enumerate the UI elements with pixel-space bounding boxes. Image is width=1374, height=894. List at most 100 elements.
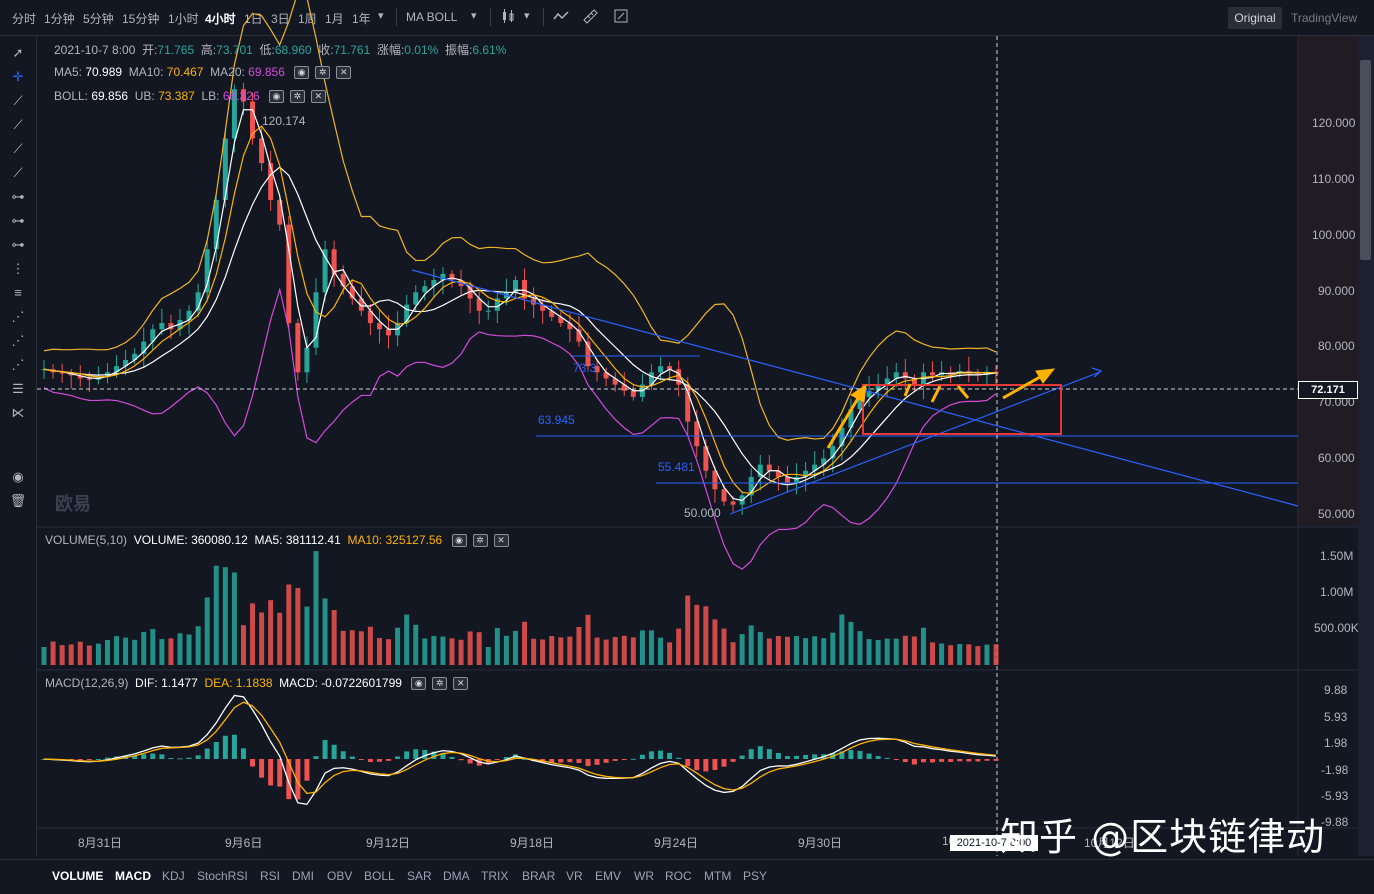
tab-mtm[interactable]: MTM bbox=[704, 869, 732, 883]
line-chart-icon[interactable] bbox=[553, 8, 569, 27]
tab-roc[interactable]: ROC bbox=[665, 869, 692, 883]
candle-body bbox=[540, 304, 546, 311]
macd-histogram-bar bbox=[222, 735, 228, 759]
eye-icon[interactable]: ◉ bbox=[12, 469, 24, 484]
fib-icon[interactable]: ≡ bbox=[14, 285, 22, 300]
trash-icon[interactable]: 🗑 bbox=[9, 493, 27, 508]
interval-1h[interactable]: 1小时 bbox=[168, 12, 199, 26]
ruler-icon[interactable] bbox=[582, 8, 598, 27]
tab-volume[interactable]: VOLUME bbox=[52, 869, 104, 883]
tab-emv[interactable]: EMV bbox=[595, 869, 622, 883]
candle-body bbox=[839, 427, 845, 447]
eye-icon[interactable]: ◉ bbox=[294, 66, 310, 80]
tab-sar[interactable]: SAR bbox=[407, 869, 432, 883]
gear-icon[interactable]: ✲ bbox=[432, 677, 448, 691]
crosshair-icon[interactable]: ✛ bbox=[12, 69, 24, 84]
candle-body bbox=[268, 163, 274, 200]
interval-15min[interactable]: 15分钟 bbox=[122, 12, 160, 26]
macd-histogram-bar bbox=[340, 751, 346, 759]
tab-kdj[interactable]: KDJ bbox=[162, 869, 185, 883]
macd-histogram-bar bbox=[794, 755, 800, 759]
volume-bar bbox=[476, 632, 482, 665]
macd-histogram-bar bbox=[930, 759, 936, 763]
indicators-button[interactable]: MA BOLL bbox=[406, 10, 458, 24]
macd-histogram-bar bbox=[367, 759, 373, 763]
tab-trix[interactable]: TRIX bbox=[481, 869, 509, 883]
pitchfork-icon[interactable]: ⋰ bbox=[11, 309, 25, 324]
candle-body bbox=[621, 384, 627, 391]
interval-1y[interactable]: 1年 bbox=[352, 12, 371, 26]
interval-3d[interactable]: 3日 bbox=[271, 12, 290, 26]
gann-icon[interactable]: ⋰ bbox=[11, 333, 25, 348]
fib-retracement-icon[interactable]: ☰ bbox=[12, 381, 24, 396]
horizontal-line-icon[interactable]: ⊶ bbox=[11, 189, 25, 204]
parallel-channel-icon[interactable]: ⟋ bbox=[13, 165, 23, 180]
macd-histogram-bar bbox=[413, 749, 419, 759]
fib-fan-icon[interactable]: ⋉ bbox=[11, 405, 25, 420]
volume-bar bbox=[839, 614, 845, 665]
candlestick-icon[interactable] bbox=[500, 8, 516, 27]
close-icon[interactable]: ✕ bbox=[493, 534, 509, 548]
interval-1min[interactable]: 1分钟 bbox=[44, 12, 75, 26]
eye-icon[interactable]: ◉ bbox=[411, 677, 427, 691]
eye-icon[interactable]: ◉ bbox=[451, 534, 467, 548]
gear-icon[interactable]: ✲ bbox=[472, 534, 488, 548]
tradingview-view-button[interactable]: TradingView bbox=[1291, 11, 1358, 25]
tab-obv[interactable]: OBV bbox=[327, 869, 353, 883]
volume-bar bbox=[848, 621, 854, 665]
tab-vr[interactable]: VR bbox=[566, 869, 583, 883]
tab-stochrsi[interactable]: StochRSI bbox=[197, 869, 248, 883]
tab-wr[interactable]: WR bbox=[634, 869, 654, 883]
legend-datetime: 2021-10-7 8:00 bbox=[54, 43, 136, 57]
gear-icon[interactable]: ✲ bbox=[289, 90, 305, 104]
tab-psy[interactable]: PSY bbox=[743, 869, 768, 883]
volume-bar bbox=[757, 632, 763, 665]
pattern-icon[interactable]: ⋰ bbox=[11, 357, 25, 372]
original-view-button[interactable]: Original bbox=[1228, 7, 1282, 29]
candle-body bbox=[884, 378, 890, 385]
interval-4h[interactable]: 4小时 bbox=[205, 12, 236, 26]
chevron-down-icon[interactable]: ▾ bbox=[471, 10, 477, 22]
close-icon[interactable]: ✕ bbox=[310, 90, 326, 104]
price-line-icon[interactable]: ⊶ bbox=[11, 237, 25, 252]
volume-bar bbox=[567, 636, 573, 665]
tab-brar[interactable]: BRAR bbox=[522, 869, 556, 883]
gear-icon[interactable]: ✲ bbox=[315, 66, 331, 80]
ray-icon[interactable]: ⟋ bbox=[13, 117, 23, 132]
dif-line bbox=[43, 694, 997, 806]
interval-1w[interactable]: 1周 bbox=[298, 12, 317, 26]
horizontal-ray-icon[interactable]: ⊶ bbox=[11, 213, 25, 228]
interval-fenshi[interactable]: 分时 bbox=[12, 12, 37, 26]
tab-dma[interactable]: DMA bbox=[443, 869, 470, 883]
tab-macd[interactable]: MACD bbox=[115, 869, 151, 883]
close-icon[interactable]: ✕ bbox=[336, 66, 352, 80]
volume-bar bbox=[522, 621, 528, 665]
interval-5min[interactable]: 5分钟 bbox=[83, 12, 114, 26]
volume-bar bbox=[41, 647, 47, 665]
volume-bar bbox=[930, 642, 936, 665]
trend-line-icon[interactable]: ⟋ bbox=[13, 93, 23, 108]
vertical-line-icon[interactable]: ⋮ bbox=[11, 261, 25, 276]
volume-bar bbox=[204, 597, 210, 665]
tab-boll[interactable]: BOLL bbox=[364, 869, 395, 883]
tab-rsi[interactable]: RSI bbox=[260, 869, 281, 883]
eye-icon[interactable]: ◉ bbox=[268, 90, 284, 104]
cursor-arrow-icon[interactable]: ➚ bbox=[12, 45, 24, 60]
candle-body bbox=[830, 446, 836, 459]
macd-histogram-bar bbox=[159, 754, 165, 759]
extended-line-icon[interactable]: ⟋ bbox=[13, 141, 23, 156]
close-icon[interactable]: ✕ bbox=[453, 677, 469, 691]
candle-body bbox=[784, 476, 790, 484]
fullscreen-icon[interactable] bbox=[613, 8, 629, 27]
volume-bar bbox=[295, 587, 301, 665]
chevron-down-icon[interactable]: ▾ bbox=[378, 10, 384, 22]
volume-bar bbox=[376, 637, 382, 665]
interval-1d[interactable]: 1日 bbox=[244, 12, 263, 26]
volume-bar bbox=[648, 630, 654, 665]
macd-histogram-bar bbox=[594, 759, 600, 765]
chevron-down-icon[interactable]: ▾ bbox=[524, 10, 530, 22]
tab-dmi[interactable]: DMI bbox=[292, 869, 314, 883]
scrollbar-thumb[interactable] bbox=[1360, 60, 1371, 260]
interval-1m[interactable]: 1月 bbox=[325, 12, 344, 26]
